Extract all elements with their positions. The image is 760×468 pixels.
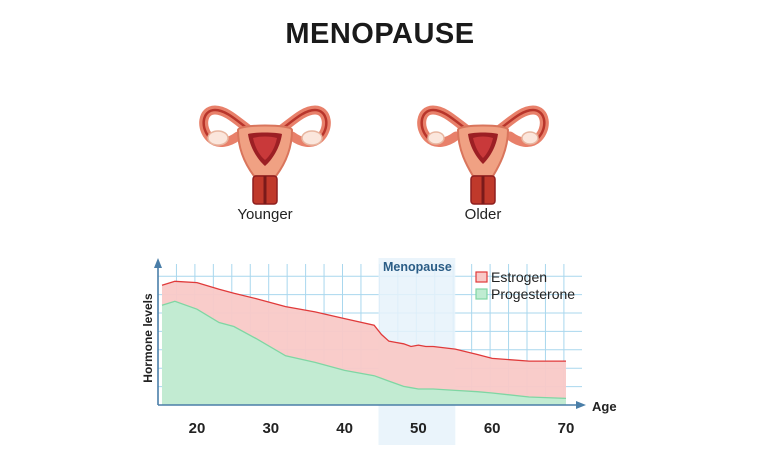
page-title: MENOPAUSE (285, 18, 475, 50)
y-axis-label: Hormone levels (141, 293, 155, 383)
x-tick-label: 40 (336, 420, 353, 437)
x-tick-label: 30 (262, 420, 279, 437)
chart-legend: Estrogen Progesterone (475, 269, 575, 302)
x-axis-label: Age (592, 399, 617, 414)
legend-swatch-progesterone (475, 288, 488, 300)
x-tick-label: 70 (558, 420, 575, 437)
uterus-older-icon (408, 100, 558, 210)
x-tick-label: 20 (189, 420, 206, 437)
menopause-label: Menopause (383, 260, 452, 274)
uterus-younger-icon (190, 100, 340, 210)
line-progesterone (161, 300, 567, 400)
younger-label: Younger (237, 206, 293, 223)
y-axis-arrow-icon (154, 258, 162, 268)
x-tick-label: 60 (484, 420, 501, 437)
x-tick-labels: 20 30 40 50 60 70 (189, 420, 575, 437)
area-progesterone (162, 301, 566, 405)
legend-swatch-estrogen (475, 271, 488, 283)
legend-label-estrogen: Estrogen (491, 269, 547, 285)
x-axis-arrow-icon (576, 401, 586, 409)
line-estrogen (161, 280, 566, 362)
chart-areas (161, 280, 567, 405)
x-tick-label: 50 (410, 420, 427, 437)
legend-label-progesterone: Progesterone (491, 286, 575, 302)
chart-axes (154, 258, 586, 409)
older-label: Older (464, 206, 502, 223)
